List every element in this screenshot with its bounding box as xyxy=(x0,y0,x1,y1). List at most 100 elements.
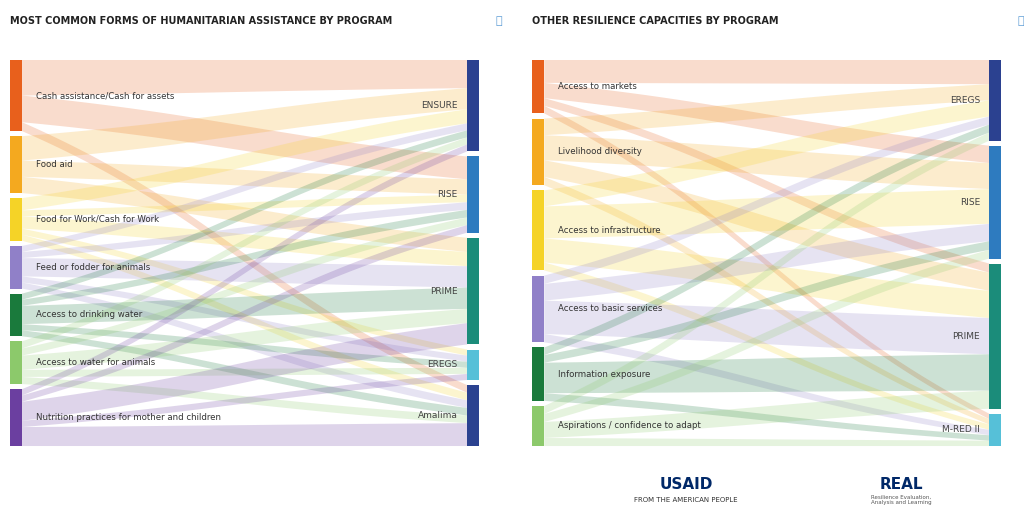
Text: Access to markets: Access to markets xyxy=(558,82,637,91)
Bar xyxy=(989,414,1001,446)
Polygon shape xyxy=(545,250,989,422)
Text: Cash assistance/Cash for assets: Cash assistance/Cash for assets xyxy=(36,91,174,100)
Text: REAL: REAL xyxy=(880,477,923,492)
Bar xyxy=(10,136,23,193)
Polygon shape xyxy=(545,83,989,163)
Text: OTHER RESILIENCE CAPACITIES BY PROGRAM: OTHER RESILIENCE CAPACITIES BY PROGRAM xyxy=(532,16,779,26)
Polygon shape xyxy=(23,130,467,300)
Bar xyxy=(532,347,545,401)
Bar xyxy=(532,276,545,342)
Polygon shape xyxy=(23,229,467,356)
Polygon shape xyxy=(23,276,467,362)
Polygon shape xyxy=(545,160,989,291)
Polygon shape xyxy=(545,224,989,300)
Bar xyxy=(467,385,479,446)
Text: ❓: ❓ xyxy=(1018,16,1024,26)
Bar xyxy=(10,60,23,131)
Polygon shape xyxy=(545,438,989,446)
Polygon shape xyxy=(545,100,989,207)
Bar xyxy=(467,238,479,344)
Polygon shape xyxy=(23,194,467,217)
Polygon shape xyxy=(23,282,467,408)
Polygon shape xyxy=(23,144,467,395)
Text: Access to drinking water: Access to drinking water xyxy=(36,311,142,320)
Polygon shape xyxy=(23,235,467,400)
Text: M-RED II: M-RED II xyxy=(942,425,980,434)
Polygon shape xyxy=(545,132,989,414)
Text: EREGS: EREGS xyxy=(427,360,458,369)
Bar xyxy=(10,341,23,384)
Text: MOST COMMON FORMS OF HUMANITARIAN ASSISTANCE BY PROGRAM: MOST COMMON FORMS OF HUMANITARIAN ASSIST… xyxy=(10,16,392,26)
Text: Access to infrastructure: Access to infrastructure xyxy=(558,226,662,235)
Polygon shape xyxy=(23,287,467,324)
Polygon shape xyxy=(23,330,467,416)
Bar xyxy=(989,145,1001,259)
Bar xyxy=(10,246,23,288)
Polygon shape xyxy=(23,137,467,348)
Polygon shape xyxy=(23,218,467,356)
Polygon shape xyxy=(23,225,467,402)
Polygon shape xyxy=(23,161,467,194)
Polygon shape xyxy=(23,122,467,393)
Text: USAID: USAID xyxy=(659,477,713,492)
Text: RISE: RISE xyxy=(959,197,980,207)
Bar xyxy=(989,264,1001,409)
Bar xyxy=(467,60,479,152)
Bar xyxy=(467,349,479,380)
Polygon shape xyxy=(545,117,989,284)
Text: ❓: ❓ xyxy=(496,16,502,26)
Polygon shape xyxy=(545,124,989,355)
Polygon shape xyxy=(545,135,989,189)
Bar xyxy=(532,190,545,271)
Polygon shape xyxy=(23,377,467,423)
Polygon shape xyxy=(23,323,467,421)
Polygon shape xyxy=(23,123,467,252)
Polygon shape xyxy=(23,368,467,377)
Bar xyxy=(10,389,23,446)
Polygon shape xyxy=(23,109,467,211)
Polygon shape xyxy=(545,263,989,430)
Polygon shape xyxy=(23,217,467,266)
Text: ENSURE: ENSURE xyxy=(421,101,458,110)
Polygon shape xyxy=(23,88,467,161)
Text: Amalima: Amalima xyxy=(418,411,458,420)
Polygon shape xyxy=(545,390,989,438)
Text: Food for Work/Cash for Work: Food for Work/Cash for Work xyxy=(36,215,160,224)
Text: Feed or fodder for animals: Feed or fodder for animals xyxy=(36,263,151,272)
Polygon shape xyxy=(545,238,989,318)
Polygon shape xyxy=(545,334,989,435)
Polygon shape xyxy=(23,324,467,368)
Polygon shape xyxy=(545,106,989,419)
Polygon shape xyxy=(23,95,467,179)
Text: EREGS: EREGS xyxy=(949,96,980,105)
Text: Food aid: Food aid xyxy=(36,160,73,169)
Polygon shape xyxy=(23,423,467,446)
Polygon shape xyxy=(23,60,467,95)
Text: Aspirations / confidence to adapt: Aspirations / confidence to adapt xyxy=(558,422,701,430)
Polygon shape xyxy=(545,177,989,425)
Text: Nutrition practices for mother and children: Nutrition practices for mother and child… xyxy=(36,413,221,422)
Text: Resilience Evaluation,
Analysis and Learning: Resilience Evaluation, Analysis and Lear… xyxy=(870,494,932,505)
Bar xyxy=(989,60,1001,140)
Text: Information exposure: Information exposure xyxy=(558,370,651,379)
Polygon shape xyxy=(23,177,467,252)
Polygon shape xyxy=(545,241,989,363)
Polygon shape xyxy=(545,60,989,84)
Text: PRIME: PRIME xyxy=(430,287,458,295)
Bar xyxy=(532,119,545,185)
Polygon shape xyxy=(23,258,467,287)
Polygon shape xyxy=(545,84,989,135)
Text: FROM THE AMERICAN PEOPLE: FROM THE AMERICAN PEOPLE xyxy=(634,497,738,503)
Polygon shape xyxy=(545,355,989,393)
Text: Access to basic services: Access to basic services xyxy=(558,305,663,314)
Bar xyxy=(467,157,479,233)
Bar xyxy=(10,293,23,336)
Bar xyxy=(532,60,545,114)
Polygon shape xyxy=(23,309,467,370)
Text: RISE: RISE xyxy=(437,190,458,199)
Polygon shape xyxy=(545,300,989,355)
Polygon shape xyxy=(545,393,989,441)
Text: PRIME: PRIME xyxy=(952,332,980,341)
Bar xyxy=(532,406,545,446)
Polygon shape xyxy=(545,189,989,238)
